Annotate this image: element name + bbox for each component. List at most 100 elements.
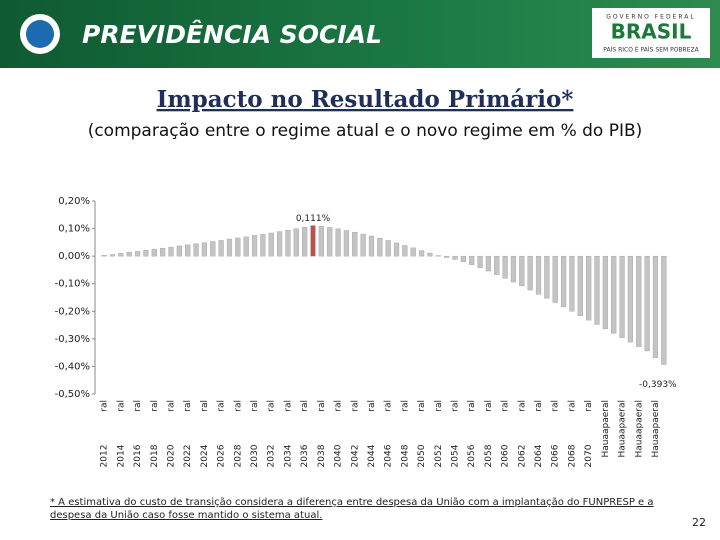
x-tick-label: 2060 ral [501, 400, 511, 467]
gov-slogan: PAÍS RICO É PAÍS SEM POBREZA [603, 46, 699, 54]
bar [285, 230, 291, 257]
bar [343, 230, 350, 257]
bar [393, 242, 400, 257]
bar [502, 255, 508, 279]
x-tick-label: 2020 ral [167, 400, 177, 467]
chart-title: Impacto no Resultado Primário* [157, 86, 574, 113]
bar [619, 255, 625, 338]
bar [218, 240, 224, 257]
x-tick-label: 2056 ral [467, 400, 477, 467]
bar [160, 247, 166, 257]
y-tick-label: 0,00% [58, 251, 90, 262]
gov-logo-box [592, 8, 710, 58]
bar [276, 231, 283, 257]
x-tick-label: 2032 ral [267, 400, 277, 467]
bar [134, 251, 141, 257]
bar [644, 255, 650, 352]
x-tick-label: 2066 ral [551, 400, 561, 467]
bar [210, 241, 216, 257]
x-tick-label: 2038 ral [317, 400, 327, 467]
bar [176, 245, 182, 257]
bar [151, 249, 157, 257]
x-tick-label: 2014 ral [116, 400, 126, 467]
bar [427, 252, 433, 257]
bar [552, 255, 558, 303]
bar [268, 232, 274, 257]
x-tick-label: 2022 ral [183, 400, 193, 467]
y-tick-label: -0,50% [55, 389, 90, 400]
bar [143, 250, 149, 257]
gov-top: GOVERNO FEDERAL [606, 14, 695, 21]
bar [226, 238, 233, 257]
bar [260, 234, 266, 257]
bar [510, 255, 517, 283]
x-tick-label: Hauaapaeral [618, 400, 628, 458]
footnote: * A estimativa do custo de transição con… [50, 497, 654, 521]
x-tick-label: 2054 ral [451, 400, 461, 467]
bar [201, 242, 208, 257]
bar [310, 225, 316, 257]
bar [544, 255, 550, 299]
bar [594, 255, 600, 325]
bar [477, 255, 483, 268]
bar [410, 247, 416, 257]
bar [469, 255, 475, 265]
bar [627, 255, 634, 343]
bar [385, 240, 391, 257]
bar [586, 255, 592, 321]
bar [251, 235, 258, 257]
bar [368, 235, 375, 257]
gov-name: BRASIL [611, 20, 692, 44]
bar [519, 255, 525, 287]
y-tick-label: -0,20% [55, 306, 90, 317]
bar [535, 255, 542, 295]
x-tick-label: 2040 ral [334, 400, 344, 467]
chart-subtitle: (comparação entre o regime atual e o nov… [88, 121, 643, 141]
y-tick-label: 0,10% [58, 224, 90, 235]
bar [243, 236, 249, 257]
y-tick-label: -0,40% [55, 361, 90, 372]
x-tick-label: 2058 ral [484, 400, 494, 467]
x-tick-label: 2070 ral [584, 400, 594, 467]
bar [569, 255, 575, 312]
x-tick-label: 2042 ral [350, 400, 360, 467]
bar [577, 255, 583, 316]
bar [485, 255, 492, 272]
x-tick-label: 2030 ral [250, 400, 260, 467]
page-number: 22 [692, 516, 706, 529]
bar [444, 255, 450, 258]
bar [360, 233, 366, 257]
bar [460, 255, 466, 263]
x-tick-label: 2068 ral [567, 400, 577, 467]
y-tick-label: -0,30% [55, 334, 90, 345]
bar [402, 245, 408, 257]
y-tick-label: 0,20% [58, 196, 90, 207]
bar [235, 237, 241, 257]
x-tick-label: 2062 ral [517, 400, 527, 467]
data-label: -0,393% [639, 380, 677, 390]
bar [418, 250, 425, 257]
bar [168, 246, 174, 257]
x-tick-label: 2012 ral [100, 400, 110, 467]
bar [611, 255, 617, 334]
x-tick-label: 2018 ral [150, 400, 160, 467]
data-label: 0,111% [296, 214, 331, 224]
bar [352, 231, 358, 257]
x-tick-label: 2050 ral [417, 400, 427, 467]
x-tick-label: Hauaapaeral [634, 400, 644, 458]
bar [494, 255, 500, 275]
x-tick-label: 2024 ral [200, 400, 210, 467]
bar [435, 255, 441, 257]
bar [335, 228, 341, 257]
logo-emblem-inner [26, 20, 54, 48]
bar [560, 255, 567, 308]
bar [185, 244, 191, 257]
bar [452, 255, 458, 260]
bar [661, 255, 667, 365]
bar [193, 243, 199, 257]
y-tick-label: -0,10% [55, 279, 90, 290]
x-tick-label: Hauaapaeral [651, 400, 661, 458]
bar [636, 255, 642, 347]
bar [302, 226, 308, 257]
